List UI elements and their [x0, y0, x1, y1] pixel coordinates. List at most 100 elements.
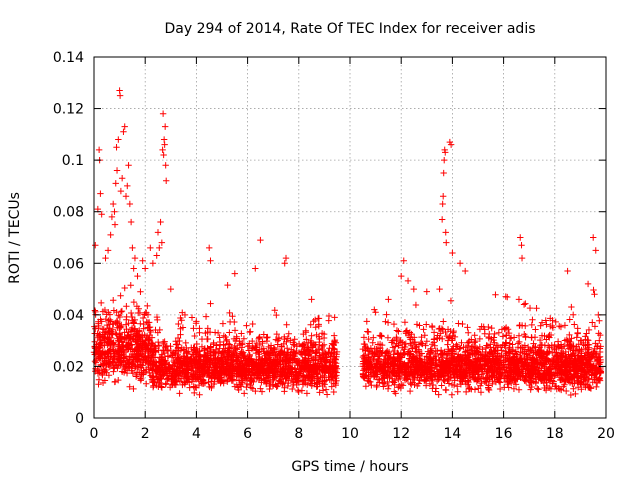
data-point	[229, 376, 236, 383]
data-point	[113, 144, 120, 151]
data-point	[176, 369, 184, 377]
data-point	[273, 330, 280, 338]
data-point	[161, 359, 168, 367]
data-point	[287, 350, 294, 358]
data-point	[430, 336, 438, 343]
data-point	[488, 335, 495, 343]
data-point	[262, 355, 270, 362]
data-point	[390, 320, 398, 328]
data-point	[452, 343, 460, 350]
data-point	[91, 307, 99, 314]
data-point	[254, 364, 261, 371]
data-point	[377, 332, 384, 339]
data-point	[155, 364, 163, 371]
data-point	[266, 385, 273, 393]
data-point	[265, 374, 272, 381]
data-point	[281, 355, 289, 363]
data-point	[269, 381, 277, 388]
data-point	[98, 211, 105, 218]
data-point	[561, 322, 569, 329]
data-point	[283, 345, 291, 352]
data-point	[478, 370, 486, 378]
data-point	[404, 375, 412, 383]
data-point	[485, 323, 492, 331]
data-point	[97, 299, 105, 307]
data-point	[331, 314, 338, 321]
data-point	[94, 354, 102, 362]
data-point	[591, 291, 598, 298]
data-point	[526, 347, 534, 355]
data-point	[379, 348, 386, 356]
data-point	[494, 342, 502, 350]
data-point	[491, 339, 498, 346]
data-point	[389, 344, 397, 351]
data-point	[121, 284, 128, 292]
data-point	[573, 334, 580, 341]
data-point	[541, 361, 549, 368]
data-point	[191, 332, 198, 340]
data-point	[515, 386, 523, 393]
data-point	[403, 366, 410, 373]
data-point	[305, 345, 312, 353]
data-point	[535, 347, 542, 355]
data-point	[401, 319, 409, 326]
data-point	[166, 365, 174, 372]
data-point	[140, 325, 147, 332]
data-point	[205, 378, 212, 386]
data-point	[385, 382, 392, 389]
data-point	[196, 363, 203, 370]
data-point	[216, 345, 223, 352]
data-point	[195, 353, 202, 360]
data-point	[567, 371, 575, 378]
data-point	[180, 378, 188, 386]
data-point	[439, 200, 446, 208]
data-point	[409, 345, 416, 352]
data-point	[107, 338, 115, 346]
data-point	[589, 319, 596, 326]
data-point	[184, 350, 191, 357]
data-point	[100, 326, 108, 333]
data-point	[570, 343, 577, 351]
data-point	[150, 354, 157, 361]
data-point	[572, 347, 579, 355]
data-point	[96, 341, 103, 348]
data-point	[135, 328, 143, 335]
data-point	[308, 296, 315, 303]
data-point	[236, 338, 243, 345]
data-point	[332, 379, 339, 387]
data-point	[110, 200, 117, 208]
data-point	[289, 377, 297, 385]
data-point	[398, 272, 405, 280]
data-point	[558, 386, 565, 394]
data-point	[558, 359, 565, 366]
data-point	[457, 381, 465, 388]
data-point	[112, 180, 119, 187]
data-point	[284, 369, 292, 376]
data-point	[214, 375, 221, 383]
data-point	[212, 371, 219, 379]
data-point	[397, 369, 405, 376]
data-point	[234, 384, 242, 391]
data-point	[517, 234, 524, 241]
data-point	[103, 311, 110, 318]
data-point	[585, 384, 592, 391]
data-point	[555, 344, 563, 352]
data-point	[267, 377, 274, 385]
data-point	[259, 338, 266, 345]
data-point	[438, 358, 445, 366]
y-tick-label: 0.08	[53, 205, 84, 221]
data-point	[277, 378, 284, 386]
data-point	[117, 308, 125, 316]
data-point	[412, 301, 420, 309]
data-point	[369, 339, 376, 346]
data-point	[409, 336, 416, 343]
data-point	[365, 351, 372, 358]
data-point	[564, 341, 571, 349]
data-point	[116, 313, 124, 321]
data-point	[247, 328, 254, 335]
data-point	[552, 382, 560, 390]
data-point	[291, 355, 298, 362]
data-point	[579, 356, 587, 363]
data-point	[427, 361, 435, 368]
data-point	[378, 332, 385, 340]
